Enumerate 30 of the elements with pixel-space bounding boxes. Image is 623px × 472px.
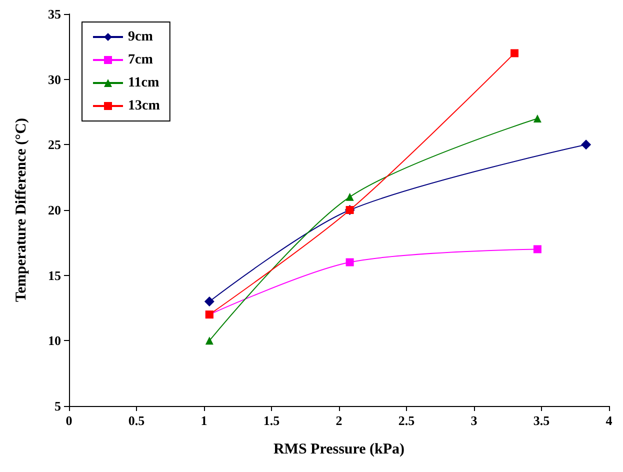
x-tick-label: 2.5 <box>398 413 416 428</box>
x-tick-label: 0.5 <box>128 413 146 428</box>
x-tick-label: 1.5 <box>263 413 280 428</box>
legend-label: 9cm <box>128 30 154 44</box>
point <box>510 49 518 58</box>
legend-label: 13cm <box>128 98 160 114</box>
point <box>346 192 354 201</box>
point <box>533 114 542 123</box>
y-tick-label: 30 <box>48 72 61 87</box>
x-tick-label: 2 <box>336 413 342 428</box>
point <box>205 336 214 345</box>
y-tick-label: 25 <box>48 137 62 152</box>
y-axis-title: Temperature Difference (°C) <box>14 118 30 302</box>
legend-label: 7cm <box>128 52 154 68</box>
point <box>346 258 354 266</box>
x-tick-label: 3 <box>470 413 478 428</box>
legend-label: 11cm <box>128 76 160 90</box>
x-axis-title: RMS Pressure (kPa) <box>273 442 405 458</box>
y-tick-label: 20 <box>48 202 61 218</box>
y-tick-label: 5 <box>54 398 62 414</box>
point <box>581 140 592 150</box>
y-tick-label: 10 <box>48 333 61 348</box>
y-tick-label: 15 <box>48 268 62 283</box>
x-tick-label: 0 <box>66 413 72 428</box>
x-tick-label: 3.5 <box>533 413 550 428</box>
y-tick-label: 35 <box>48 6 62 22</box>
point <box>204 296 214 306</box>
x-tick-label: 4 <box>606 413 613 428</box>
x-tick-label: 1 <box>200 413 208 428</box>
point <box>533 245 542 254</box>
